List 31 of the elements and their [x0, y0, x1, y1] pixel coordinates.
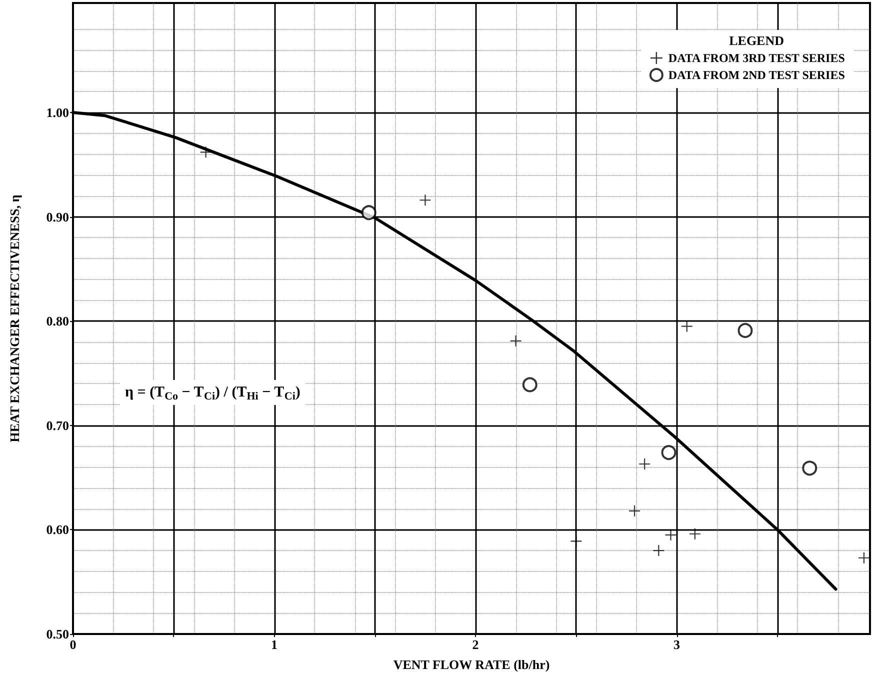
point — [681, 320, 692, 332]
point — [629, 505, 640, 516]
y-axis-title: HEAT EXCHANGER EFFECTIVENESS, η — [7, 194, 22, 442]
x-tick-label: 2 — [472, 637, 479, 652]
y-tick-label: 0.90 — [46, 209, 69, 224]
y-tick-label: 1.00 — [46, 105, 69, 120]
point — [570, 536, 582, 547]
y-tick-label: 0.60 — [46, 522, 69, 538]
y-tick-label: 0.50 — [46, 626, 69, 642]
x-axis-title: VENT FLOW RATE (lb/hr) — [393, 657, 550, 672]
point — [689, 528, 700, 540]
legend-title: LEGEND — [729, 33, 784, 48]
legend-label: DATA FROM 2ND TEST SERIES — [668, 68, 846, 82]
legend-label: DATA FROM 3RD TEST SERIES — [668, 51, 846, 65]
x-tick-label: 0 — [70, 637, 76, 652]
point — [522, 377, 538, 392]
point — [420, 194, 431, 206]
point — [200, 146, 212, 158]
point — [858, 552, 870, 564]
y-tick-label: 0.80 — [46, 314, 69, 329]
point — [738, 322, 753, 338]
point — [639, 458, 650, 470]
point — [361, 205, 376, 220]
y-tick-label: 0.70 — [46, 418, 69, 433]
point — [665, 529, 676, 540]
point — [510, 335, 522, 346]
point — [802, 460, 818, 476]
point — [661, 445, 676, 460]
x-tick-label: 3 — [674, 637, 681, 652]
x-tick-label: 1 — [271, 637, 278, 652]
point — [653, 545, 664, 556]
